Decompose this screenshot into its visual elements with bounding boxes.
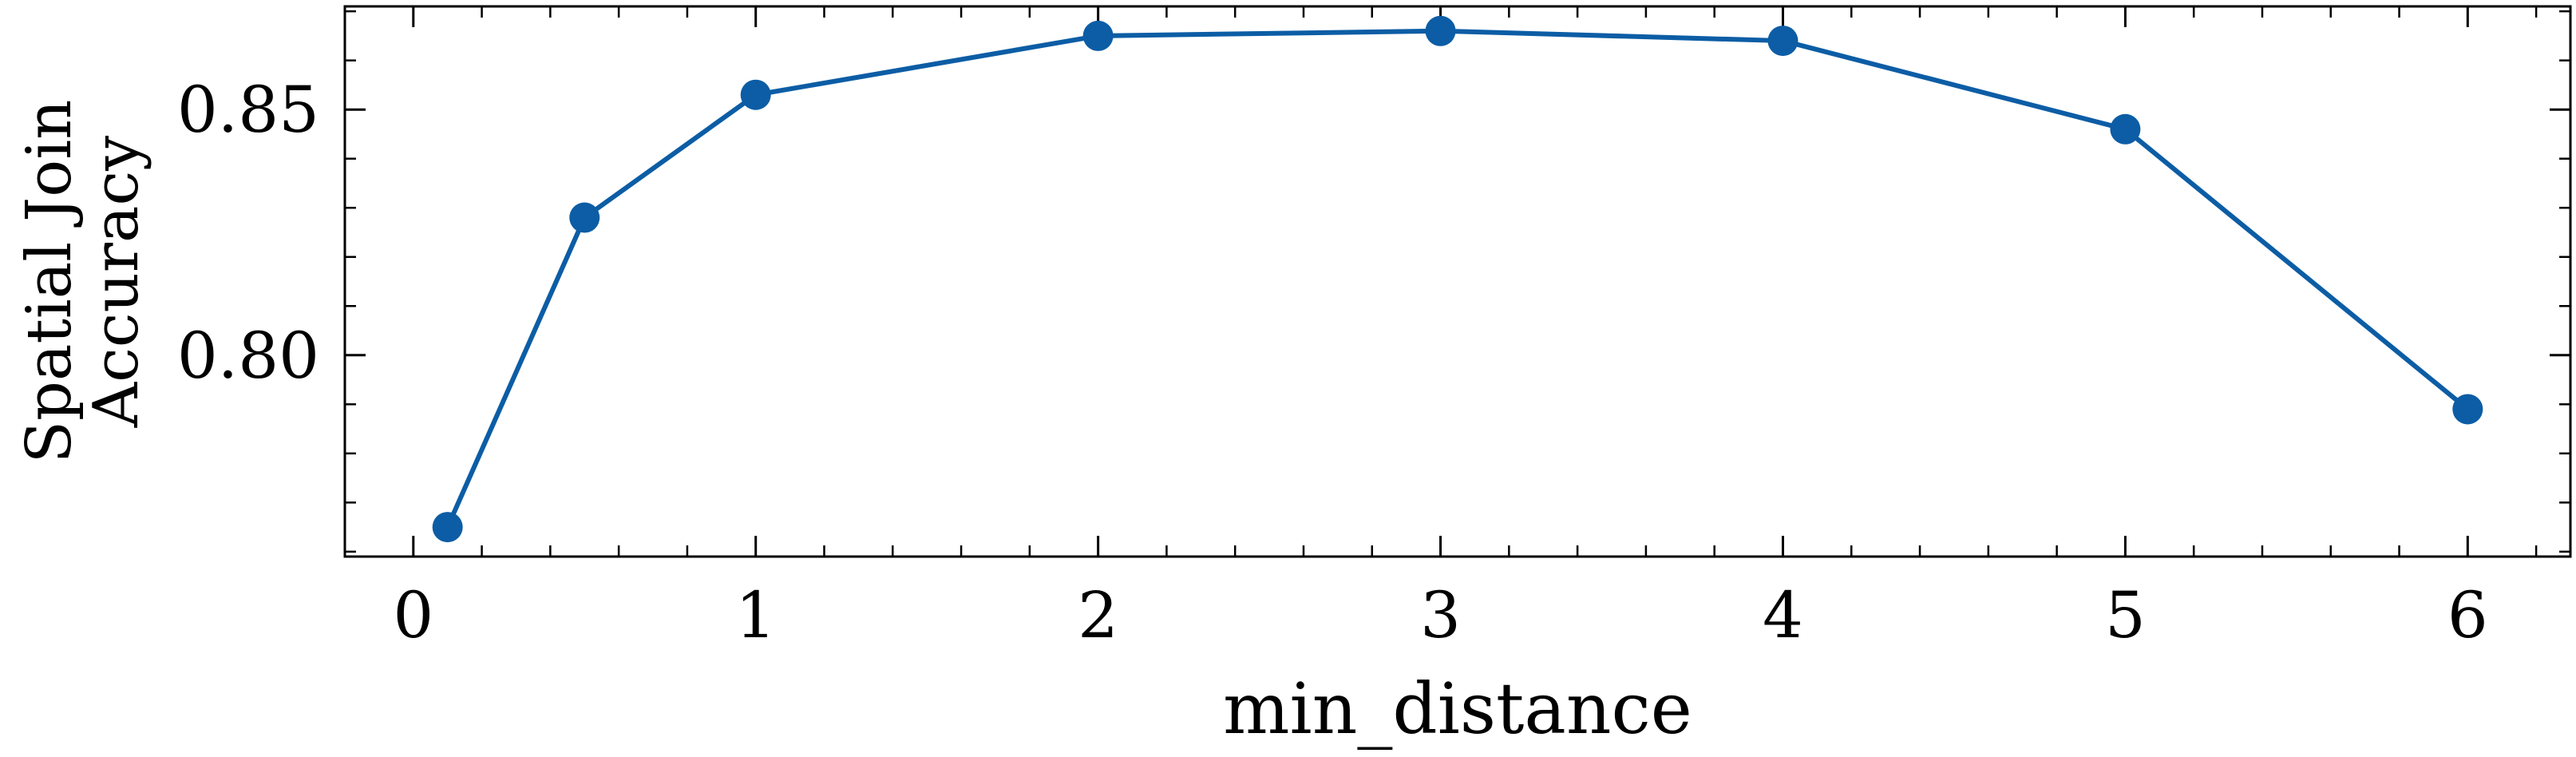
data-point xyxy=(432,512,463,543)
data-point xyxy=(2452,394,2483,425)
x-axis-title: min_distance xyxy=(1223,668,1692,750)
axis-labels: 0 1 2 3 4 5 6 0.80 0.85 xyxy=(177,73,2488,652)
y-axis-title: Spatial JoinAccuracy xyxy=(14,100,152,464)
data-point xyxy=(740,79,771,110)
x-tick-label: 4 xyxy=(1763,578,1803,652)
axis-ticks xyxy=(343,6,2570,557)
x-tick-label: 0 xyxy=(393,578,433,652)
data-point xyxy=(1767,26,1798,57)
x-tick-label: 2 xyxy=(1078,578,1118,652)
y-tick-label: 0.80 xyxy=(177,319,319,393)
plot-frame xyxy=(343,5,2572,558)
x-tick-label: 1 xyxy=(735,578,776,652)
data-point xyxy=(1082,20,1114,51)
x-tick-label: 5 xyxy=(2105,578,2146,652)
x-tick-label: 6 xyxy=(2447,578,2488,652)
y-axis-title-line: Accuracy xyxy=(81,136,152,428)
y-axis-title-line: Spatial Join xyxy=(14,100,85,464)
series-line xyxy=(445,28,2470,529)
y-tick-label: 0.85 xyxy=(177,73,319,147)
data-point xyxy=(1425,15,1456,46)
data-point xyxy=(569,202,600,233)
series-layer xyxy=(432,15,2483,543)
data-point xyxy=(2110,113,2141,145)
x-tick-label: 3 xyxy=(1420,578,1461,652)
